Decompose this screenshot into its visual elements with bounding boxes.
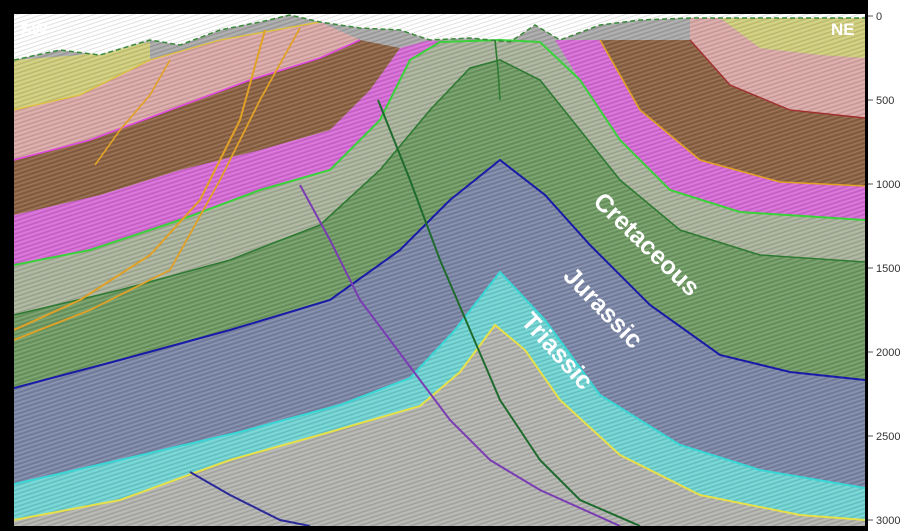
fault-orange-2: [14, 27, 301, 341]
ne-direction-label: NE: [831, 20, 855, 39]
seismic-texture: [14, 14, 865, 526]
fault-green-apex: [494, 39, 501, 101]
depth-tick-2000: 2000: [876, 347, 900, 359]
depth-axis: 0 500 1000 1500 2000 2500 3000: [868, 11, 900, 527]
horizon-top-jurassic: [14, 158, 865, 389]
fault-dark-blue: [189, 471, 311, 526]
horizon-top-cretaceous: [14, 38, 865, 266]
fault-orange-1: [14, 29, 266, 331]
horizon-top-triassic: [14, 270, 865, 489]
horizon-east-orange: [599, 39, 865, 187]
depth-tick-0: 0: [876, 11, 882, 23]
horizon-mid-cretaceous: [14, 59, 865, 316]
sw-direction-label: SW: [20, 20, 48, 39]
depth-tick-500: 500: [876, 95, 894, 107]
fault-purple: [299, 184, 621, 526]
horizon-east-red: [689, 39, 865, 119]
horizon-base-triassic: [14, 323, 865, 521]
horizon-yellow-top: [14, 21, 321, 111]
horizon-magenta: [14, 39, 361, 161]
topography-line: [14, 14, 865, 61]
depth-tick-2500: 2500: [876, 431, 900, 443]
depth-tick-1500: 1500: [876, 263, 900, 275]
fault-green: [377, 99, 641, 526]
depth-tick-3000: 3000: [876, 515, 900, 527]
depth-tick-1000: 1000: [876, 179, 900, 191]
fault-orange-3: [94, 59, 171, 166]
